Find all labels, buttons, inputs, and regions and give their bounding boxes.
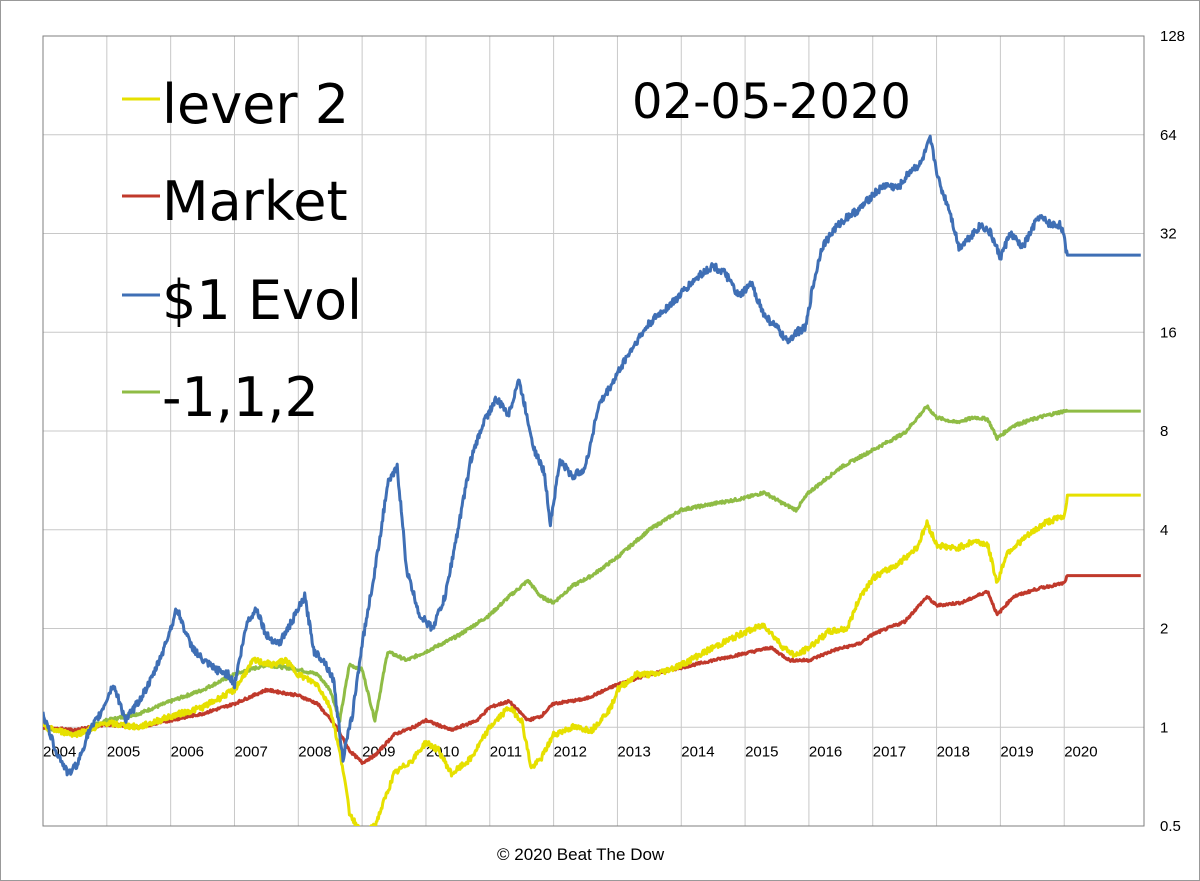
y-tick-label: 64 — [1160, 127, 1177, 144]
legend-item: -1,1,2 — [122, 366, 319, 429]
x-tick-label: 2013 — [617, 743, 650, 760]
y-tick-label: 0.5 — [1160, 818, 1181, 835]
x-tick-label: 2019 — [1000, 743, 1033, 760]
chart-title: 02-05-2020 — [632, 74, 911, 130]
x-tick-label: 2006 — [171, 743, 204, 760]
legend: lever 2 Market $1 Evol -1,1,2 — [122, 73, 362, 429]
y-tick-label: 8 — [1160, 423, 1168, 440]
series-line — [43, 493, 1141, 826]
legend-label: -1,1,2 — [162, 366, 319, 429]
legend-label: lever 2 — [162, 73, 349, 136]
x-tick-label: 2015 — [745, 743, 778, 760]
y-tick-label: 2 — [1160, 621, 1168, 638]
x-tick-label: 2007 — [234, 743, 267, 760]
y-tick-label: 128 — [1160, 28, 1185, 45]
legend-label: Market — [162, 170, 348, 233]
y-tick-label: 1 — [1160, 719, 1168, 736]
y-tick-label: 16 — [1160, 324, 1177, 341]
x-tick-label: 2020 — [1064, 743, 1097, 760]
x-axis-tick-labels: 2004 2005 2006 2007 2008 2009 2010 2011 2012 2013… — [43, 743, 1098, 760]
legend-label: $1 Evol — [162, 269, 362, 332]
x-tick-label: 2012 — [554, 743, 587, 760]
x-tick-label: 2005 — [107, 743, 140, 760]
series-line — [43, 404, 1141, 736]
series-line — [43, 574, 1141, 765]
plot-area-frame — [42, 35, 1145, 827]
x-tick-label: 2011 — [490, 743, 522, 760]
y-tick-label: 32 — [1160, 226, 1177, 243]
x-tick-label: 2018 — [937, 743, 970, 760]
x-tick-label: 2017 — [873, 743, 906, 760]
x-tick-label: 2008 — [298, 743, 331, 760]
series-lines — [43, 134, 1141, 826]
legend-item: $1 Evol — [122, 269, 362, 332]
y-axis-tick-labels: 0.5 1 2 4 8 16 32 64 128 — [1160, 28, 1185, 835]
y-tick-label: 4 — [1160, 522, 1168, 539]
x-tick-label: 2004 — [43, 743, 76, 760]
legend-item: Market — [122, 170, 348, 233]
x-tick-label: 2016 — [809, 743, 842, 760]
x-tick-label: 2014 — [681, 743, 714, 760]
series-line — [43, 134, 1141, 777]
copyright-footer: © 2020 Beat The Dow — [497, 845, 665, 864]
legend-item: lever 2 — [122, 73, 349, 136]
